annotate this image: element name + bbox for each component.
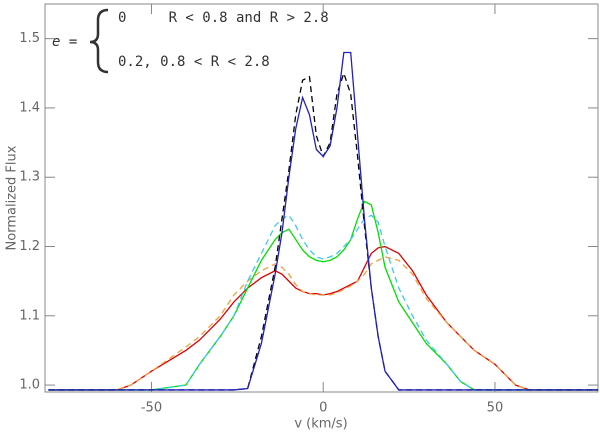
y-tick-label: 1.3 [19, 170, 40, 185]
data-line [48, 200, 598, 391]
data-line [48, 245, 598, 391]
y-axis-label: Normalized Flux [5, 145, 20, 250]
annotation-line: 0.2, 0.8 < R < 2.8 [118, 54, 270, 70]
y-tick-label: 1.0 [19, 378, 40, 393]
annotation: e = 0 R < 0.8 and R > 2.8 0.2, 0.8 < R <… [52, 8, 329, 74]
x-axis-label: v (km/s) [294, 417, 347, 432]
brace [89, 8, 109, 74]
plot-frame [44, 3, 599, 393]
y-tick-label: 1.2 [19, 239, 40, 254]
x-tick-label: 50 [487, 401, 504, 416]
data-line [48, 214, 598, 391]
x-tick-label: -50 [141, 401, 162, 416]
y-tick-label: 1.4 [19, 100, 40, 115]
data-line [48, 51, 598, 391]
annotation-lhs: e = [52, 34, 77, 50]
y-tick-label: 1.1 [19, 308, 40, 323]
x-tick-label: 0 [319, 401, 327, 416]
data-line [48, 71, 598, 391]
y-tick-label: 1.5 [19, 31, 40, 46]
annotation-line: 0 R < 0.8 and R > 2.8 [118, 10, 329, 26]
data-line [48, 256, 598, 391]
